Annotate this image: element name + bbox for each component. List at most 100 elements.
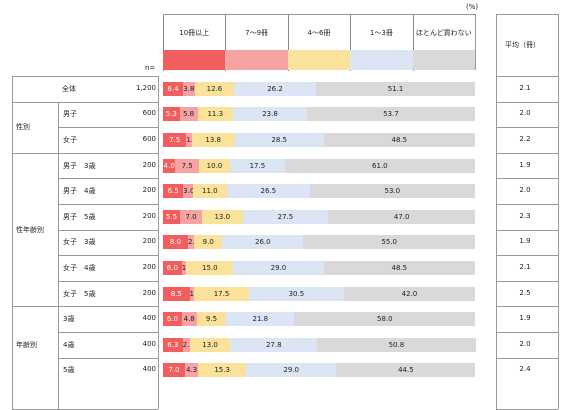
bar-segment: [181, 312, 197, 327]
row-average: 2.1: [519, 83, 531, 92]
avg-top: [496, 14, 558, 15]
data-label: 29.0: [283, 366, 300, 375]
row-divider: [58, 127, 158, 129]
row-n: 400: [142, 314, 156, 323]
bar-segment: [194, 81, 235, 96]
row-n: 200: [142, 263, 156, 271]
row-n: 200: [142, 237, 156, 246]
row-label: 男子 3歳: [63, 161, 96, 170]
group-divider: [12, 152, 158, 154]
bar-segment: [163, 235, 188, 250]
avg-right: [558, 14, 559, 409]
data-label: 3.0: [183, 187, 195, 196]
bar-segment: [181, 261, 187, 275]
row-label: 男子 5歳: [63, 212, 96, 221]
data-label: 44.5: [398, 366, 414, 375]
data-label: 17.5: [213, 289, 230, 298]
bar-segment: [315, 81, 476, 96]
data-label: 47.0: [393, 212, 410, 221]
data-label: 48.5: [391, 264, 408, 272]
bar-segment: [232, 107, 308, 122]
avg-header: 平均（冊）: [505, 41, 540, 49]
data-label: 26.2: [267, 84, 283, 93]
row-divider: [58, 332, 158, 333]
bar-segment: [163, 261, 182, 275]
data-label: 7.0: [168, 366, 180, 375]
row-n: 1,200: [135, 83, 156, 92]
data-label: 61.0: [372, 161, 388, 170]
legend-right: [475, 14, 476, 70]
data-label: 23.8: [262, 110, 278, 119]
data-label: 8.5: [170, 289, 182, 298]
bar-segment: [294, 312, 476, 327]
row-divider: [496, 229, 558, 231]
row-average: 2.0: [519, 339, 531, 348]
group-divider: [496, 101, 558, 103]
bar-segment: [186, 133, 192, 147]
data-label: 7.5: [169, 136, 181, 144]
row-divider: [58, 357, 158, 359]
group-divider: [496, 152, 558, 154]
data-label: 21.8: [252, 315, 269, 324]
row-divider: [58, 255, 158, 257]
legend-swatch: [350, 50, 413, 70]
legend-swatch: [225, 50, 288, 70]
data-label: 2.0: [188, 235, 199, 249]
row-divider: [496, 178, 558, 180]
row-average: 2.0: [519, 109, 531, 118]
data-label: 4.0: [163, 161, 175, 170]
group-divider: [496, 306, 558, 308]
row-divider: [496, 357, 558, 359]
bar-segment: [226, 312, 295, 327]
data-label: 6.4: [167, 84, 179, 93]
bar-segment: [242, 209, 329, 224]
data-label: 9.0: [202, 238, 214, 247]
bar-segment: [198, 363, 246, 378]
bar-segment: [234, 133, 324, 147]
data-label: 58.0: [377, 315, 393, 324]
bar-segment: [197, 107, 233, 122]
row-label: 5歳: [63, 366, 75, 375]
bar-segment: [309, 184, 475, 199]
row-label: 女子 4歳: [63, 264, 96, 272]
data-label: 13.8: [205, 136, 222, 144]
row-average: 1.9: [519, 314, 531, 323]
row-n: 200: [142, 288, 156, 297]
data-label: 51.1: [387, 84, 404, 93]
row-label: 3歳: [63, 315, 75, 324]
row-average: 1.9: [519, 237, 531, 246]
legend-swatch: [287, 50, 351, 70]
data-label: 7.5: [181, 161, 193, 170]
data-label: 8.0: [169, 238, 182, 247]
group-label: 性年齢別: [16, 225, 44, 234]
row-divider: [58, 178, 158, 180]
bar-segment: [163, 312, 182, 327]
bar-segment: [245, 363, 337, 378]
data-label: 42.0: [401, 289, 418, 298]
bar-segment: [230, 158, 285, 173]
legend-label: 1～3冊: [369, 29, 393, 37]
data-label: 11.0: [201, 187, 218, 196]
row-label: 女子: [63, 136, 77, 144]
bar-segment: [163, 184, 184, 199]
bar-segment: [163, 81, 183, 96]
bar-segment: [198, 158, 231, 173]
bar-segment: [163, 363, 185, 378]
data-label: 11.3: [207, 110, 224, 119]
row-divider: [496, 255, 558, 257]
row-average: 2.1: [519, 263, 531, 271]
data-label: 26.5: [260, 187, 277, 196]
data-label: 13.0: [202, 340, 218, 349]
row-label: 4歳: [63, 340, 75, 349]
data-label: 6.3: [167, 340, 179, 349]
data-label: 17.5: [249, 161, 266, 170]
row-average: 2.3: [519, 211, 531, 220]
data-label: 3.8: [183, 84, 195, 93]
bar-segment: [234, 81, 316, 96]
bar-segment: [179, 107, 198, 122]
group-divider: [496, 76, 558, 77]
bar-segment: [163, 337, 183, 352]
data-label: 27.5: [277, 212, 294, 221]
bar-segment: [184, 363, 199, 378]
